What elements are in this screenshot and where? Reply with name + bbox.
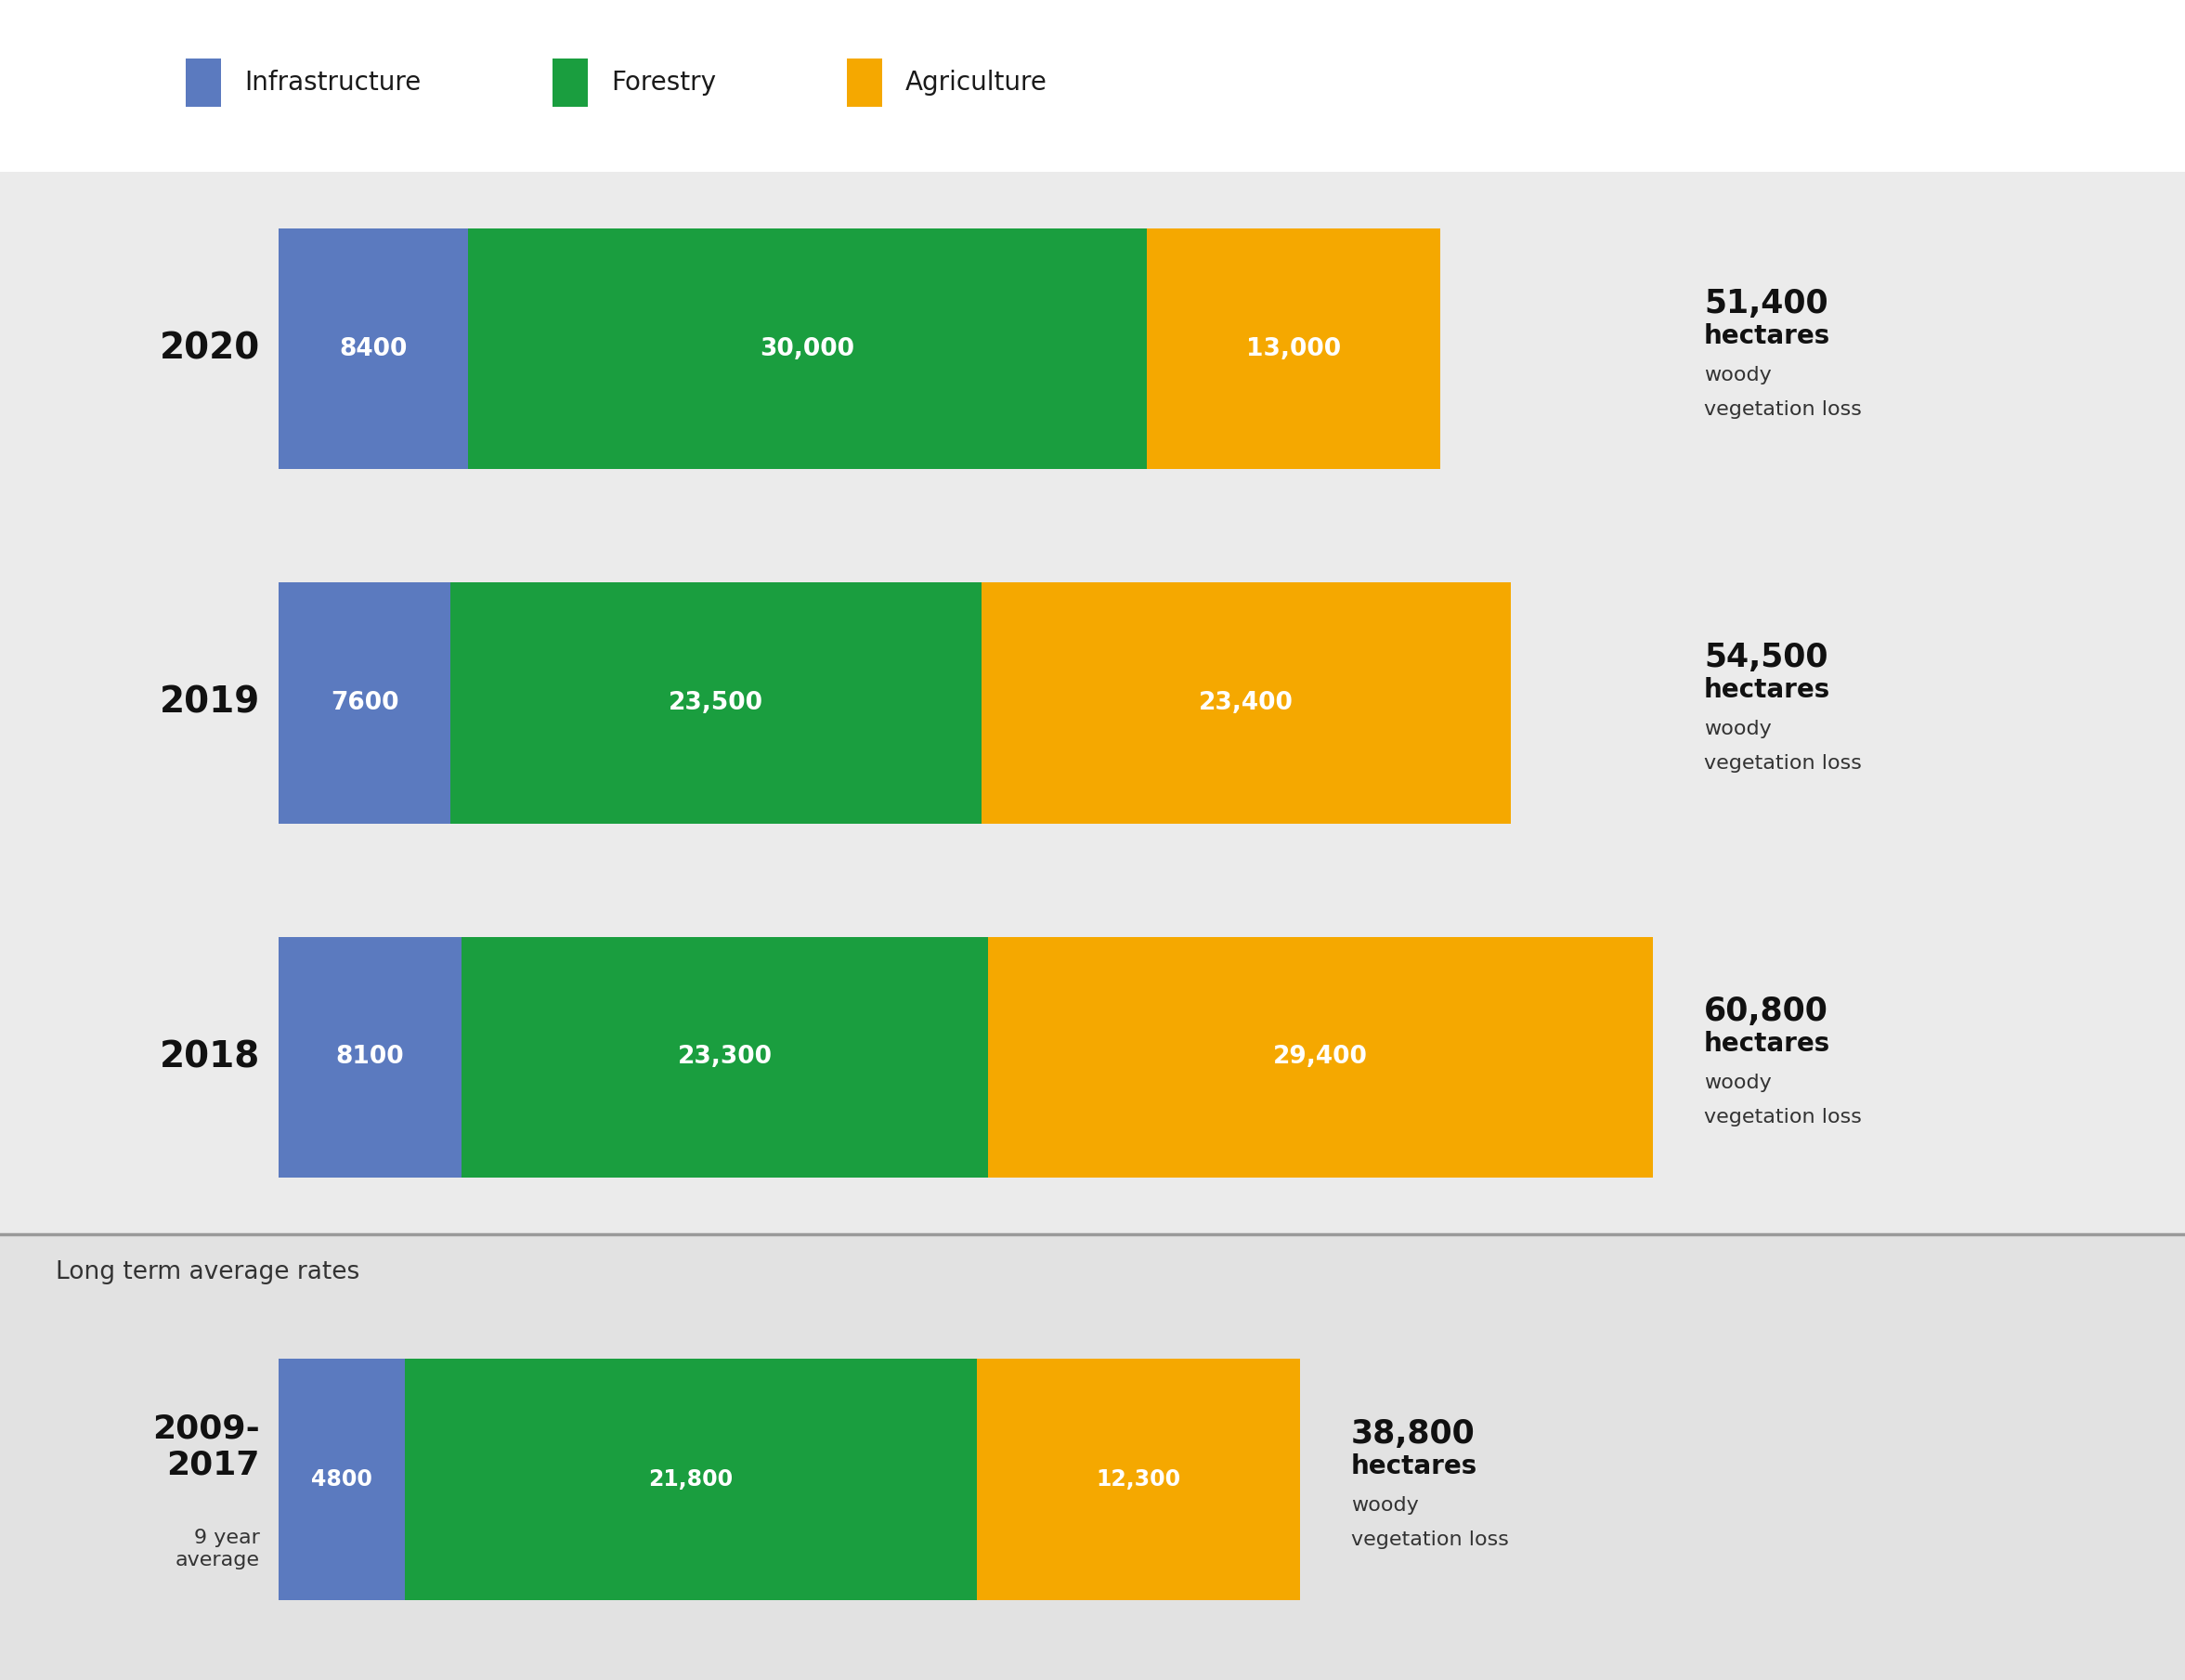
Text: 12,300: 12,300	[1097, 1468, 1180, 1490]
Bar	[450, 583, 981, 823]
Text: 4800: 4800	[310, 1468, 371, 1490]
Text: 54,500: 54,500	[1704, 642, 1829, 674]
Bar	[277, 1359, 404, 1599]
Bar	[468, 228, 1147, 469]
Text: 23,400: 23,400	[1200, 690, 1294, 716]
Text: vegetation loss: vegetation loss	[1350, 1530, 1510, 1549]
Text: hectares: hectares	[1704, 677, 1831, 702]
Text: 60,800: 60,800	[1704, 996, 1829, 1028]
Bar	[277, 228, 468, 469]
Text: hectares: hectares	[1704, 323, 1831, 349]
Bar	[186, 59, 221, 106]
Bar	[981, 583, 1510, 823]
Text: Infrastructure: Infrastructure	[245, 69, 422, 96]
Text: woody: woody	[1704, 366, 1772, 385]
Text: 23,500: 23,500	[669, 690, 763, 716]
Text: 2020: 2020	[160, 331, 260, 366]
Bar	[988, 937, 1652, 1178]
Text: 2009-
2017: 2009- 2017	[153, 1413, 260, 1480]
Text: 38,800: 38,800	[1350, 1418, 1475, 1450]
Text: 23,300: 23,300	[677, 1045, 771, 1068]
Text: 2019: 2019	[160, 685, 260, 721]
Text: Forestry: Forestry	[612, 69, 717, 96]
Bar	[404, 1359, 977, 1599]
Text: vegetation loss: vegetation loss	[1704, 400, 1862, 418]
Bar	[553, 59, 588, 106]
Text: 29,400: 29,400	[1274, 1045, 1368, 1068]
Bar	[0, 0, 2185, 171]
Text: 9 year
average: 9 year average	[175, 1529, 260, 1569]
Bar	[977, 1359, 1300, 1599]
Bar	[461, 937, 988, 1178]
Text: 30,000: 30,000	[760, 336, 854, 361]
Text: 21,800: 21,800	[649, 1468, 734, 1490]
Text: vegetation loss: vegetation loss	[1704, 1109, 1862, 1127]
Text: Agriculture: Agriculture	[905, 69, 1047, 96]
Text: 2018: 2018	[160, 1040, 260, 1075]
Text: 13,000: 13,000	[1245, 336, 1342, 361]
Text: 7600: 7600	[330, 690, 398, 716]
Text: 51,400: 51,400	[1704, 287, 1829, 319]
Text: woody: woody	[1350, 1497, 1418, 1515]
Bar	[0, 1235, 2185, 1680]
Text: hectares: hectares	[1704, 1032, 1831, 1057]
Bar	[848, 59, 883, 106]
Text: hectares: hectares	[1350, 1453, 1477, 1480]
Text: Long term average rates: Long term average rates	[55, 1260, 361, 1285]
Text: vegetation loss: vegetation loss	[1704, 754, 1862, 773]
Text: 8100: 8100	[336, 1045, 404, 1068]
Bar	[277, 937, 461, 1178]
Text: woody: woody	[1704, 719, 1772, 738]
Text: woody: woody	[1704, 1074, 1772, 1092]
Bar	[1147, 228, 1440, 469]
Text: 8400: 8400	[339, 336, 409, 361]
Bar	[277, 583, 450, 823]
